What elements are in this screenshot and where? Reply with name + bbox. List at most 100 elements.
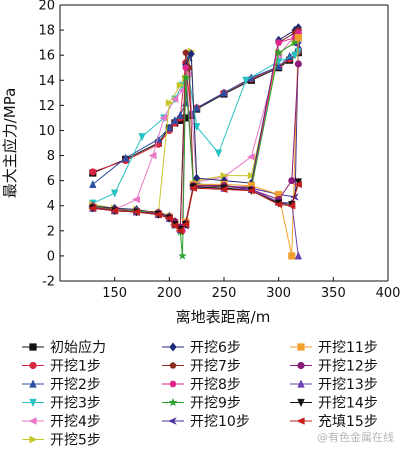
data-point [176, 110, 184, 119]
legend-label: 开挖2步 [50, 377, 101, 393]
data-point [169, 342, 177, 352]
data-point [242, 76, 250, 85]
data-point [29, 343, 37, 351]
legend-label: 开挖5步 [50, 433, 101, 449]
legend-item: 开挖11步 [290, 340, 378, 356]
data-point [169, 361, 177, 369]
series-14 [89, 182, 303, 260]
y-tick-label: 18 [38, 24, 55, 39]
legend-item: 开挖2步 [22, 377, 101, 393]
y-tick-label: 14 [38, 74, 55, 89]
data-point [288, 252, 296, 260]
legend-label: 开挖11步 [318, 340, 378, 356]
data-point [294, 34, 302, 42]
data-point [192, 103, 201, 112]
data-point [274, 47, 284, 57]
data-point [28, 417, 37, 425]
data-point [293, 180, 302, 189]
legend-item: 开挖13步 [290, 377, 378, 393]
data-point [167, 417, 178, 425]
data-point [110, 189, 119, 198]
data-point [132, 195, 141, 204]
data-point [89, 168, 97, 176]
data-point [29, 379, 37, 388]
legend-label: 开挖1步 [50, 359, 101, 375]
legend-label: 开挖13步 [318, 377, 378, 393]
data-point [246, 153, 255, 161]
axes: 150 200 250 300 350 400 -2 0 2 4 6 8 10 12 14 16 18 20 [38, 0, 400, 301]
series-line [92, 186, 299, 256]
data-point [175, 227, 184, 235]
data-point [121, 153, 130, 162]
legend-item: 开挖9步 [162, 396, 241, 412]
x-tick-label: 200 [157, 286, 182, 301]
data-point [274, 61, 283, 71]
y-tick-label: 12 [38, 99, 55, 114]
y-tick-label: 2 [47, 224, 55, 239]
data-point [296, 417, 305, 425]
legend-label: 开挖12步 [318, 359, 378, 375]
data-point [297, 398, 305, 408]
data-point [275, 39, 283, 46]
legend-label: 初始应力 [50, 339, 106, 356]
data-point [187, 49, 195, 59]
data-point [182, 49, 190, 56]
data-point [169, 380, 177, 388]
data-point [287, 202, 296, 210]
data-point [153, 210, 162, 219]
legend-item: 开挖7步 [162, 359, 241, 375]
data-point [294, 251, 303, 260]
data-point [288, 177, 296, 185]
y-tick-label: -2 [42, 275, 55, 290]
legend-label: 开挖7步 [190, 359, 241, 375]
data-point [246, 186, 255, 195]
data-point [165, 123, 174, 132]
data-point [159, 114, 168, 122]
data-point [89, 179, 97, 188]
y-axis-title: 最大主应力/MPa [1, 88, 19, 199]
data-point [132, 208, 141, 216]
legend-item: 开挖8步 [162, 377, 241, 393]
legend-item: 充填15步 [290, 414, 378, 430]
data-point [170, 95, 179, 103]
y-tick-label: 4 [47, 199, 55, 214]
legend-label: 开挖10步 [190, 414, 250, 430]
legend-item: 开挖5步 [22, 433, 101, 449]
data-point [110, 207, 119, 215]
legend-item: 开挖3步 [22, 396, 101, 412]
legend-item: 初始应力 [22, 339, 106, 356]
x-tick-label: 150 [102, 286, 127, 301]
legend-label: 开挖8步 [190, 377, 241, 393]
legend-item: 开挖10步 [162, 414, 250, 430]
data-point [148, 151, 157, 160]
data-point [170, 222, 179, 230]
y-tick-label: 0 [47, 249, 55, 264]
data-point [181, 220, 190, 229]
legend-label: 充填15步 [318, 414, 378, 430]
data-point [176, 81, 185, 89]
data-point [138, 133, 146, 142]
data-point [171, 115, 179, 124]
data-point [297, 361, 305, 370]
data-point [168, 397, 178, 407]
data-point [274, 200, 283, 209]
data-point [220, 88, 228, 97]
data-point [297, 379, 305, 388]
legend-label: 开挖4步 [50, 414, 101, 430]
x-tick-label: 250 [212, 286, 237, 301]
data-point [29, 361, 37, 370]
data-point [247, 171, 256, 180]
data-point [188, 184, 197, 192]
plot-area [87, 23, 303, 260]
data-point [192, 123, 201, 132]
legend-item: 开挖4步 [22, 414, 101, 430]
watermark-text: @有色金属在线 [317, 431, 394, 444]
y-tick-label: 16 [38, 49, 55, 64]
x-axis-title: 离地表距离/m [176, 308, 271, 326]
x-tick-label: 300 [266, 286, 291, 301]
series-16 [88, 180, 302, 235]
data-point [214, 149, 223, 158]
